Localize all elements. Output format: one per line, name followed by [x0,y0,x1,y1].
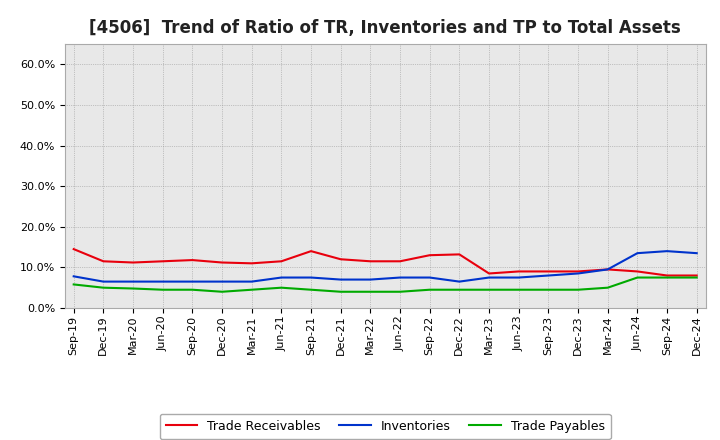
Trade Payables [693,275,701,280]
Trade Payables [158,287,167,292]
Inventories [633,250,642,256]
Inventories [455,279,464,284]
Inventories [188,279,197,284]
Inventories [662,249,671,254]
Inventories [396,275,405,280]
Trade Payables [366,289,374,294]
Inventories [603,267,612,272]
Title: [4506]  Trend of Ratio of TR, Inventories and TP to Total Assets: [4506] Trend of Ratio of TR, Inventories… [89,19,681,37]
Trade Receivables [396,259,405,264]
Trade Receivables [129,260,138,265]
Trade Payables [396,289,405,294]
Inventories [248,279,256,284]
Trade Payables [99,285,108,290]
Inventories [514,275,523,280]
Trade Payables [514,287,523,292]
Inventories [426,275,434,280]
Trade Payables [455,287,464,292]
Trade Payables [633,275,642,280]
Trade Receivables [633,269,642,274]
Inventories [217,279,226,284]
Trade Payables [603,285,612,290]
Inventories [574,271,582,276]
Trade Receivables [248,260,256,266]
Inventories [307,275,315,280]
Inventories [693,250,701,256]
Inventories [277,275,286,280]
Trade Receivables [217,260,226,265]
Trade Receivables [455,252,464,257]
Trade Payables [277,285,286,290]
Trade Payables [217,289,226,294]
Trade Receivables [277,259,286,264]
Inventories [99,279,108,284]
Inventories [129,279,138,284]
Trade Payables [307,287,315,292]
Trade Receivables [158,259,167,264]
Trade Receivables [307,249,315,254]
Trade Payables [426,287,434,292]
Inventories [69,274,78,279]
Trade Payables [544,287,553,292]
Trade Receivables [574,269,582,274]
Trade Receivables [485,271,493,276]
Trade Receivables [188,257,197,263]
Inventories [336,277,345,282]
Inventories [485,275,493,280]
Trade Payables [485,287,493,292]
Trade Payables [69,282,78,287]
Legend: Trade Receivables, Inventories, Trade Payables: Trade Receivables, Inventories, Trade Pa… [160,414,611,439]
Trade Receivables [693,273,701,278]
Trade Receivables [514,269,523,274]
Trade Payables [188,287,197,292]
Trade Payables [336,289,345,294]
Trade Receivables [544,269,553,274]
Line: Trade Payables: Trade Payables [73,278,697,292]
Inventories [366,277,374,282]
Inventories [544,273,553,278]
Inventories [158,279,167,284]
Trade Receivables [662,273,671,278]
Trade Receivables [426,253,434,258]
Trade Payables [574,287,582,292]
Line: Trade Receivables: Trade Receivables [73,249,697,275]
Trade Payables [662,275,671,280]
Trade Payables [248,287,256,292]
Line: Inventories: Inventories [73,251,697,282]
Trade Receivables [336,257,345,262]
Trade Payables [129,286,138,291]
Trade Receivables [366,259,374,264]
Trade Receivables [99,259,108,264]
Trade Receivables [603,267,612,272]
Trade Receivables [69,246,78,252]
